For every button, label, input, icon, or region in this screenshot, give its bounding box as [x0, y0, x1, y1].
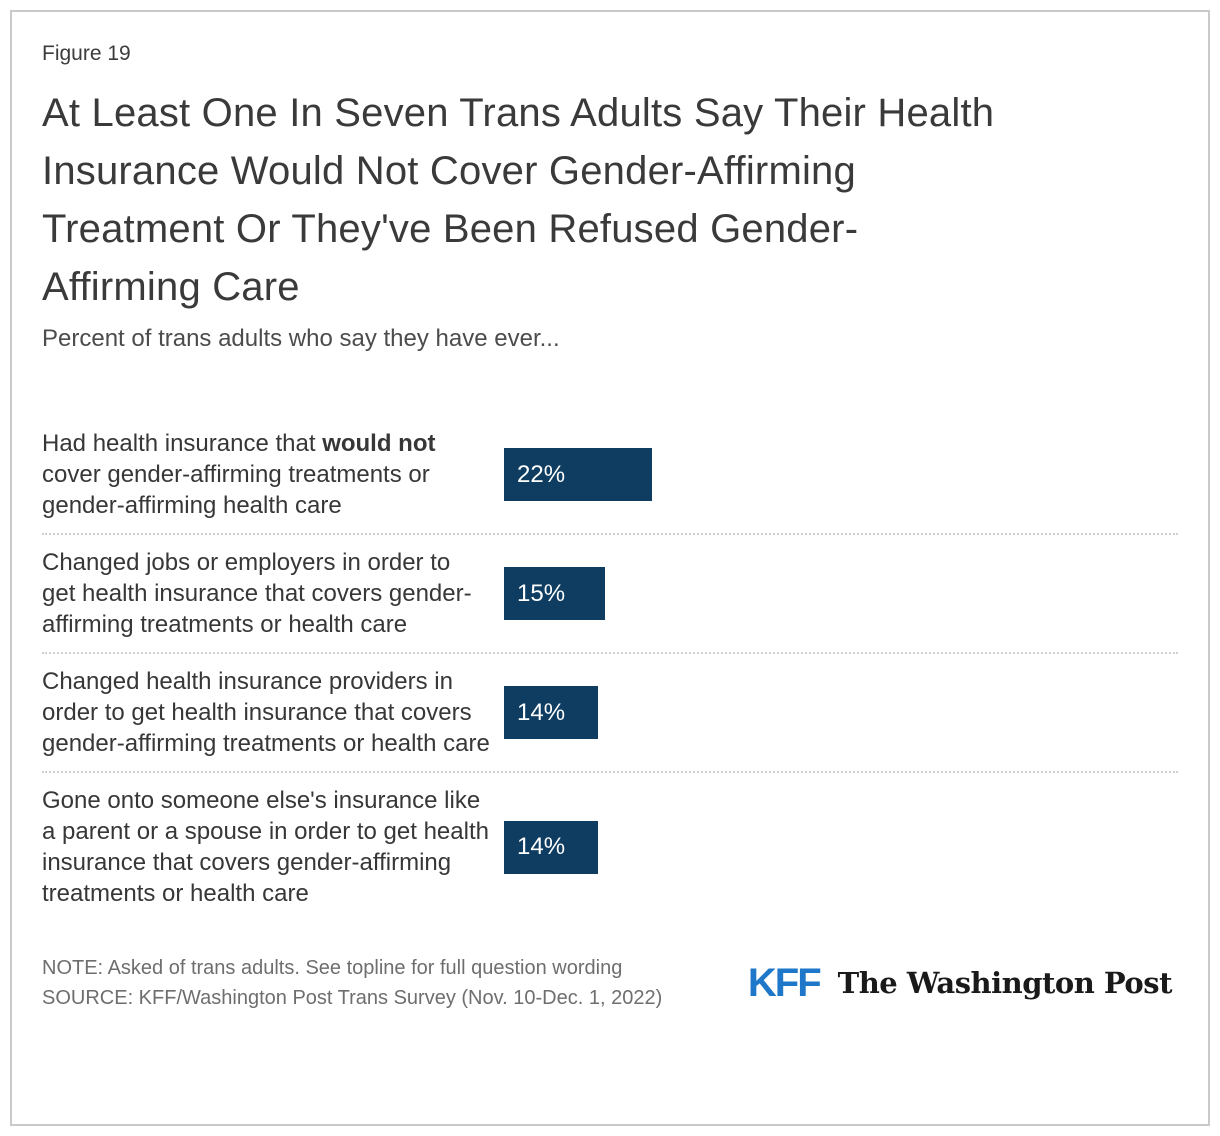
source-text: SOURCE: KFF/Washington Post Trans Survey…	[42, 987, 663, 1009]
bar-value-label: 22%	[517, 460, 566, 488]
figure-label: Figure 19	[42, 42, 131, 65]
chart-row: Changed health insurance providers in or…	[42, 652, 1178, 771]
bar-category-label-part: cover gender-affirming treatments or gen…	[42, 461, 430, 519]
chart-content: Figure 19 At Least One In Seven Trans Ad…	[12, 12, 1208, 1124]
bar: 14%	[504, 686, 599, 739]
bar-category-label-part: would not	[322, 430, 436, 457]
chart-row: Gone onto someone else's insurance like …	[42, 771, 1178, 921]
bar-category-label: Gone onto someone else's insurance like …	[42, 785, 504, 909]
kff-logo: KFF	[747, 961, 822, 1005]
bar-value-label: 14%	[517, 698, 566, 726]
chart-footer: NOTE: Asked of trans adults. See topline…	[42, 953, 1178, 1013]
bar-category-label-part: Changed jobs or employers in order to ge…	[42, 549, 472, 638]
chart-title-line: Affirming Care	[42, 265, 300, 309]
chart-title: At Least One In Seven Trans Adults Say T…	[42, 84, 1178, 316]
bar-track: 22%	[504, 448, 1178, 501]
note-text: NOTE: Asked of trans adults. See topline…	[42, 957, 623, 979]
bar: 22%	[504, 448, 653, 501]
bar-track: 14%	[504, 686, 1178, 739]
bar-category-label: Changed jobs or employers in order to ge…	[42, 547, 504, 640]
washington-post-logo: The Washington Post	[837, 965, 1173, 1000]
bar-category-label-part: Had health insurance that	[42, 430, 323, 457]
chart-row: Had health insurance that would not cove…	[42, 416, 1178, 533]
bar-value-label: 15%	[517, 579, 566, 607]
chart-row: Changed jobs or employers in order to ge…	[42, 533, 1178, 652]
bar: 14%	[504, 820, 599, 874]
footnotes: NOTE: Asked of trans adults. See topline…	[42, 953, 662, 1013]
bar-category-label-part: Gone onto someone else's insurance like …	[42, 787, 489, 907]
bar-track: 15%	[504, 567, 1178, 620]
bar-value-label: 14%	[517, 833, 566, 860]
bar-track: 14%	[504, 820, 1178, 874]
logo-group: KFF The Washington Post	[748, 963, 1178, 1003]
chart-title-line: Treatment Or They've Been Refused Gender…	[42, 207, 859, 251]
bar: 15%	[504, 567, 606, 620]
bar-chart: Had health insurance that would not cove…	[42, 416, 1178, 921]
bar-category-label: Had health insurance that would not cove…	[42, 428, 504, 521]
chart-card: Figure 19 At Least One In Seven Trans Ad…	[10, 10, 1210, 1126]
bar-category-label-part: Changed health insurance providers in or…	[42, 668, 490, 757]
chart-subtitle: Percent of trans adults who say they hav…	[42, 325, 560, 352]
chart-title-line: At Least One In Seven Trans Adults Say T…	[42, 91, 995, 135]
bar-category-label: Changed health insurance providers in or…	[42, 666, 504, 759]
chart-title-line: Insurance Would Not Cover Gender-Affirmi…	[42, 149, 856, 193]
